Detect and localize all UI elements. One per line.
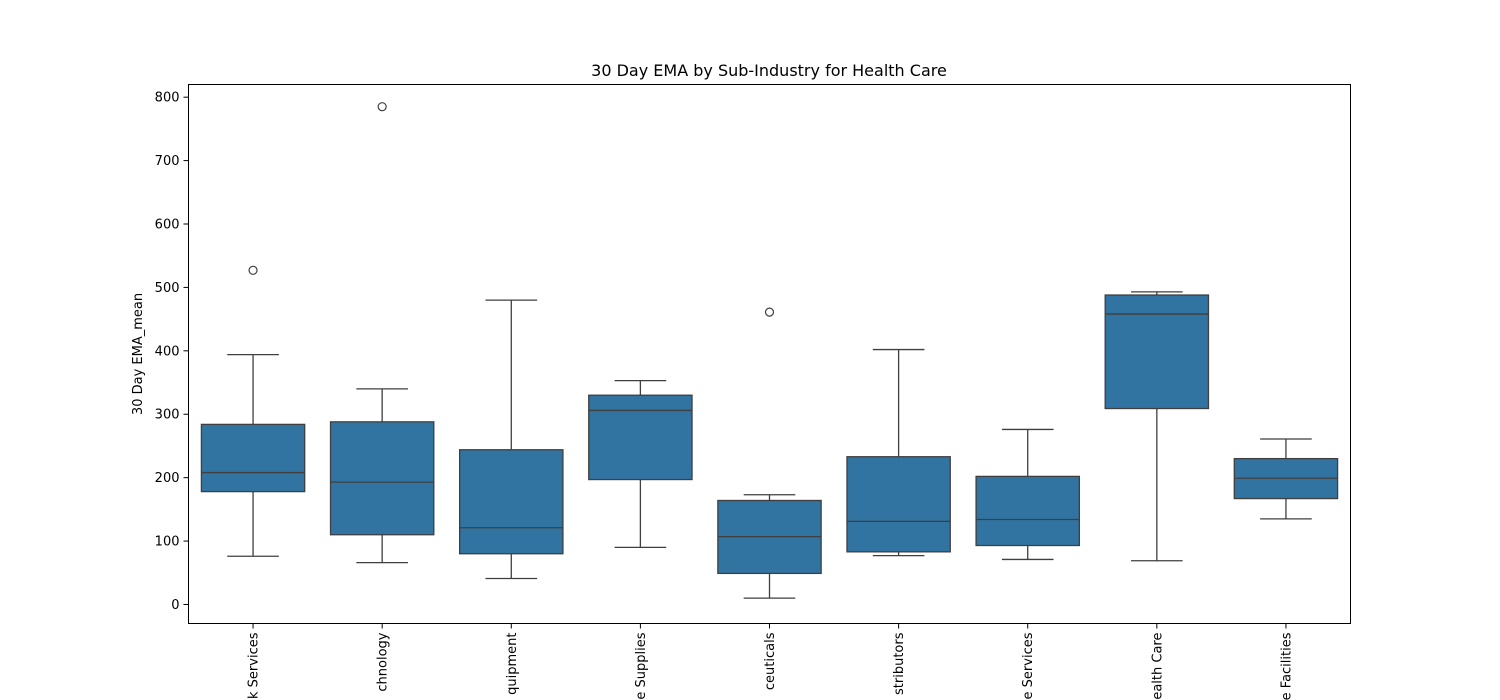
iqr-box	[1104, 294, 1210, 410]
x-tick-label: stributors	[892, 632, 907, 695]
iqr-box	[846, 456, 951, 553]
box-group	[846, 348, 951, 557]
y-tick-label: 300	[155, 408, 180, 423]
iqr-box	[588, 394, 693, 481]
x-tick-label: ealth Care	[1150, 633, 1165, 700]
iqr-box	[458, 449, 564, 555]
iqr-box	[200, 423, 306, 493]
y-tick-label: 100	[155, 535, 180, 550]
iqr-box	[975, 475, 1081, 547]
y-axis-label: 30 Day EMA_mean	[131, 293, 146, 415]
box-group	[1233, 438, 1339, 520]
box-group	[458, 299, 564, 580]
plot-frame	[188, 84, 1351, 624]
x-tick-label: e Services	[1021, 632, 1036, 699]
x-tick-label: quipment	[505, 633, 520, 695]
x-tick-label: k Services	[247, 632, 262, 699]
outlier-point	[377, 102, 387, 112]
outlier-point	[764, 307, 775, 317]
box-group	[1104, 291, 1210, 562]
y-tick-label: 500	[155, 281, 180, 296]
x-tick-label: e Facilities	[1279, 632, 1294, 700]
x-tick-label: chnology	[376, 632, 391, 691]
box-group	[200, 265, 306, 557]
x-tick-label: e Supplies	[634, 632, 649, 699]
chart-title: 30 Day EMA by Sub-Industry for Health Ca…	[591, 61, 947, 80]
plot-area: 0 100 200 300 400 500 600 700 800 k Services chnol…	[155, 91, 1339, 700]
box-group	[329, 102, 435, 564]
iqr-box	[329, 421, 435, 536]
box-group	[588, 379, 693, 549]
outlier-point	[248, 265, 258, 275]
y-tick-label: 700	[155, 154, 180, 169]
box-group	[717, 307, 822, 599]
x-tick-label: ceuticals	[763, 632, 778, 690]
y-tick-label: 600	[155, 218, 180, 233]
y-tick-label: 800	[155, 91, 180, 106]
y-tick-label: 400	[155, 344, 180, 359]
y-tick-label: 0	[171, 598, 179, 613]
y-tick-label: 200	[155, 471, 180, 486]
box-group	[975, 428, 1081, 561]
